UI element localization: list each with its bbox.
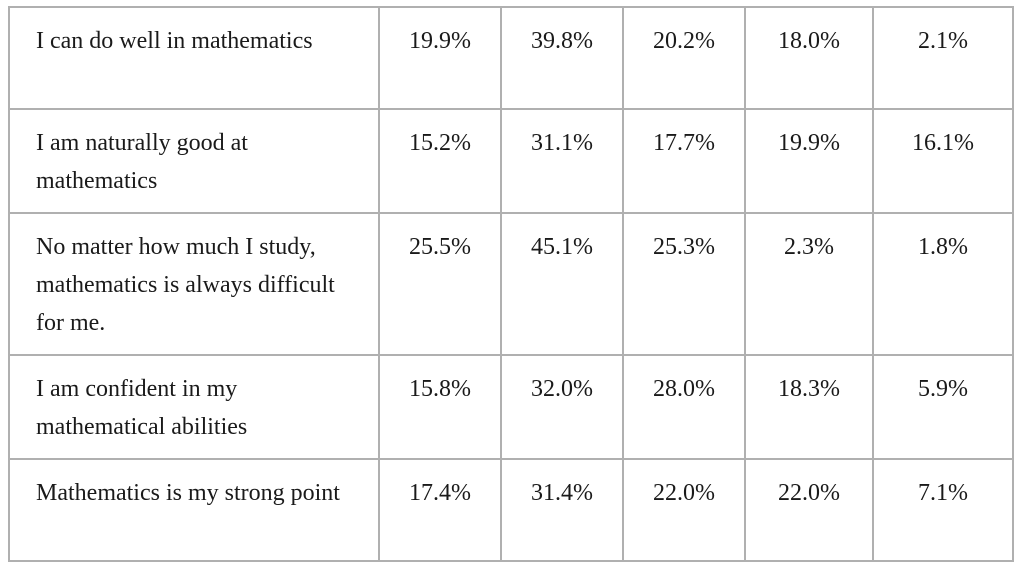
percentage-cell: 20.2% [622,6,746,110]
statement-cell: I can do well in mathematics [8,6,380,110]
percentage-cell: 1.8% [872,212,1014,356]
percentage-cell: 15.8% [378,354,502,460]
percentage-cell: 22.0% [744,458,874,562]
table-row: I am naturally good at mathematics 15.2%… [8,108,1014,214]
percentage-cell: 32.0% [500,354,624,460]
percentage-cell: 31.1% [500,108,624,214]
percentage-cell: 19.9% [744,108,874,214]
percentage-cell: 15.2% [378,108,502,214]
percentage-cell: 18.3% [744,354,874,460]
statement-cell: I am confident in my mathematical abilit… [8,354,380,460]
percentage-cell: 31.4% [500,458,624,562]
percentage-cell: 45.1% [500,212,624,356]
table-row: I am confident in my mathematical abilit… [8,354,1014,460]
table-row: I can do well in mathematics 19.9% 39.8%… [8,6,1014,110]
percentage-cell: 16.1% [872,108,1014,214]
statement-cell: I am naturally good at mathematics [8,108,380,214]
statement-cell: No matter how much I study, mathematics … [8,212,380,356]
percentage-cell: 2.1% [872,6,1014,110]
percentage-cell: 28.0% [622,354,746,460]
percentage-cell: 7.1% [872,458,1014,562]
statement-cell: Mathematics is my strong point [8,458,380,562]
percentage-cell: 25.5% [378,212,502,356]
percentage-cell: 22.0% [622,458,746,562]
percentage-cell: 19.9% [378,6,502,110]
percentage-cell: 2.3% [744,212,874,356]
percentage-cell: 17.7% [622,108,746,214]
percentage-cell: 39.8% [500,6,624,110]
table-row: No matter how much I study, mathematics … [8,212,1014,356]
percentage-cell: 18.0% [744,6,874,110]
percentage-cell: 25.3% [622,212,746,356]
survey-results-table: I can do well in mathematics 19.9% 39.8%… [8,6,1014,562]
table-row: Mathematics is my strong point 17.4% 31.… [8,458,1014,562]
percentage-cell: 5.9% [872,354,1014,460]
percentage-cell: 17.4% [378,458,502,562]
